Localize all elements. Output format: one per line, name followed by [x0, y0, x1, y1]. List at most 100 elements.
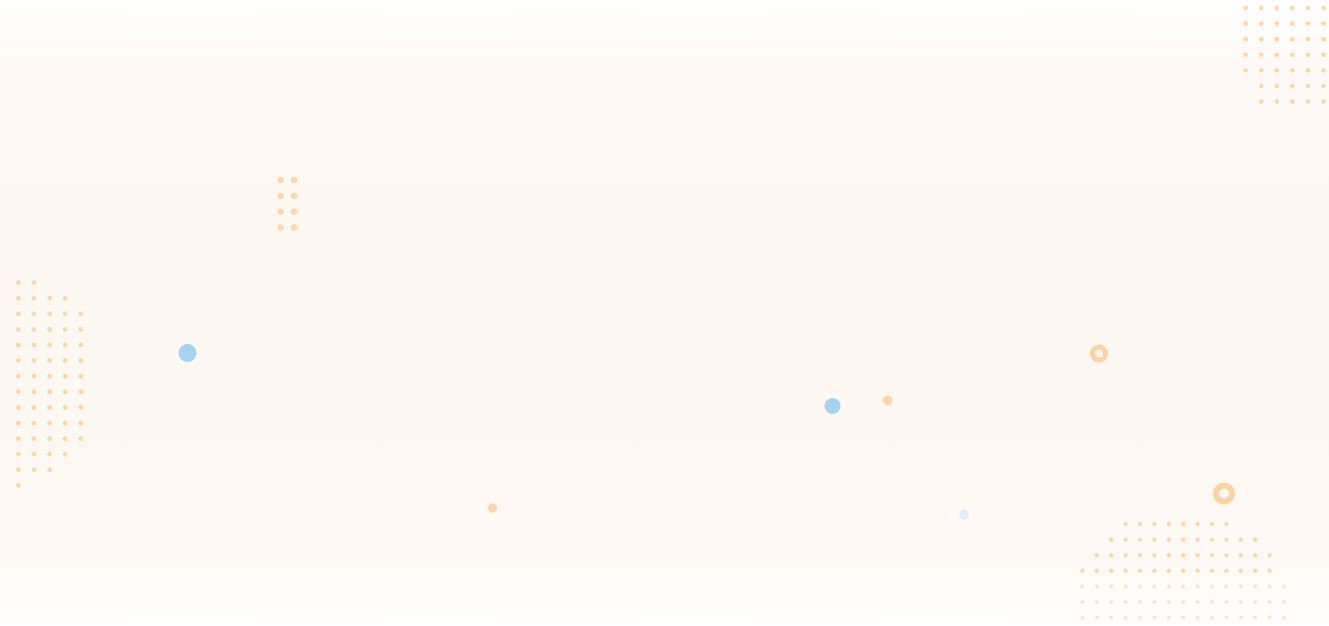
- grid-dot-icon: [1080, 615, 1084, 619]
- grid-dot-icon: [1210, 522, 1214, 526]
- grid-dot-icon: [1181, 553, 1185, 557]
- grid-dot-icon: [1210, 600, 1214, 604]
- grid-dot-icon: [1181, 584, 1185, 588]
- grid-dot-icon: [1109, 553, 1113, 557]
- grid-dot-icon: [47, 436, 52, 441]
- grid-dot-icon: [32, 467, 37, 472]
- grid-dot-icon: [1195, 615, 1199, 619]
- grid-dot-icon: [1138, 537, 1142, 541]
- grid-dot-icon: [1290, 21, 1295, 26]
- grid-dot-icon: [47, 467, 52, 472]
- grid-dot-icon: [1282, 615, 1286, 619]
- grid-dot-icon: [1259, 37, 1264, 42]
- grid-dot-icon: [1259, 68, 1264, 73]
- grid-dot-icon: [1321, 53, 1326, 58]
- grid-dot-icon: [1275, 6, 1280, 11]
- grid-dot-icon: [1306, 53, 1311, 58]
- grid-dot-icon: [1239, 584, 1243, 588]
- grid-dot-icon: [1321, 84, 1326, 89]
- grid-dot-icon: [1167, 537, 1171, 541]
- grid-dot-icon: [1181, 522, 1185, 526]
- grid-dot-icon: [1080, 569, 1084, 573]
- grid-dot-icon: [47, 374, 52, 379]
- grid-dot-icon: [63, 311, 68, 316]
- dot-grid-group: [16, 6, 1326, 620]
- grid-dot-icon: [1167, 553, 1171, 557]
- grid-dot-icon: [1195, 584, 1199, 588]
- grid-dot-icon: [1138, 553, 1142, 557]
- grid-dot-icon: [47, 358, 52, 363]
- grid-dot-icon: [1306, 99, 1311, 104]
- grid-dot-icon: [1290, 84, 1295, 89]
- grid-dot-icon: [1123, 600, 1127, 604]
- grid-dot-icon: [32, 296, 37, 301]
- grid-dot-icon: [63, 421, 68, 426]
- grid-dot-icon: [63, 452, 68, 457]
- grid-dot-icon: [1267, 615, 1271, 619]
- grid-dot-icon: [1290, 53, 1295, 58]
- grid-dot-icon: [32, 436, 37, 441]
- grid-dot-icon: [1138, 584, 1142, 588]
- grid-dot-icon: [1275, 53, 1280, 58]
- grid-dot-icon: [47, 405, 52, 410]
- grid-dot-icon: [78, 343, 83, 348]
- grid-dot-icon: [16, 421, 21, 426]
- grid-dot-icon: [1253, 537, 1257, 541]
- grid-dot-icon: [1224, 537, 1228, 541]
- grid-dot-icon: [1253, 553, 1257, 557]
- grid-dot-icon: [1167, 615, 1171, 619]
- grid-dot-icon: [47, 327, 52, 332]
- grid-dot-icon: [1152, 522, 1156, 526]
- grid-dot-icon: [277, 208, 284, 215]
- grid-dot-icon: [1253, 569, 1257, 573]
- grid-dot-icon: [1080, 584, 1084, 588]
- grid-dot-icon: [1195, 553, 1199, 557]
- grid-dot-icon: [78, 421, 83, 426]
- grid-dot-icon: [63, 296, 68, 301]
- grid-dot-icon: [78, 436, 83, 441]
- grid-dot-icon: [1123, 522, 1127, 526]
- grid-dot-icon: [63, 343, 68, 348]
- grid-dot-icon: [1259, 21, 1264, 26]
- grid-dot-icon: [47, 343, 52, 348]
- grid-dot-icon: [16, 483, 21, 488]
- grid-dot-icon: [63, 405, 68, 410]
- grid-dot-icon: [1167, 569, 1171, 573]
- grid-dot-icon: [1253, 600, 1257, 604]
- grid-dot-icon: [1321, 6, 1326, 11]
- grid-dot-icon: [1267, 553, 1271, 557]
- grid-dot-icon: [1109, 537, 1113, 541]
- grid-dot-icon: [1138, 522, 1142, 526]
- grid-dot-icon: [16, 405, 21, 410]
- grid-dot-icon: [1290, 68, 1295, 73]
- grid-dot-icon: [1109, 615, 1113, 619]
- orange-dot-icon: [488, 503, 497, 512]
- grid-dot-icon: [63, 436, 68, 441]
- grid-dot-icon: [1290, 6, 1295, 11]
- grid-dot-icon: [47, 421, 52, 426]
- grid-dot-icon: [1267, 584, 1271, 588]
- grid-dot-icon: [1152, 537, 1156, 541]
- blue-dot-icon: [825, 398, 841, 414]
- grid-dot-icon: [78, 374, 83, 379]
- grid-dot-icon: [1224, 584, 1228, 588]
- grid-dot-icon: [1167, 600, 1171, 604]
- grid-dot-icon: [291, 224, 298, 231]
- grid-dot-icon: [1275, 21, 1280, 26]
- ring-icon: [1093, 347, 1106, 360]
- grid-dot-icon: [32, 389, 37, 394]
- grid-dot-icon: [63, 358, 68, 363]
- grid-dot-icon: [1181, 600, 1185, 604]
- grid-dot-icon: [1138, 600, 1142, 604]
- grid-dot-icon: [1243, 6, 1248, 11]
- grid-dot-icon: [63, 389, 68, 394]
- grid-dot-icon: [1306, 37, 1311, 42]
- grid-dot-icon: [63, 374, 68, 379]
- grid-dot-icon: [1321, 68, 1326, 73]
- grid-dot-icon: [16, 311, 21, 316]
- grid-dot-icon: [1224, 615, 1228, 619]
- left-dot-grid: [16, 280, 83, 488]
- grid-dot-icon: [1224, 553, 1228, 557]
- bottom-right-dot-grid: [1080, 522, 1286, 620]
